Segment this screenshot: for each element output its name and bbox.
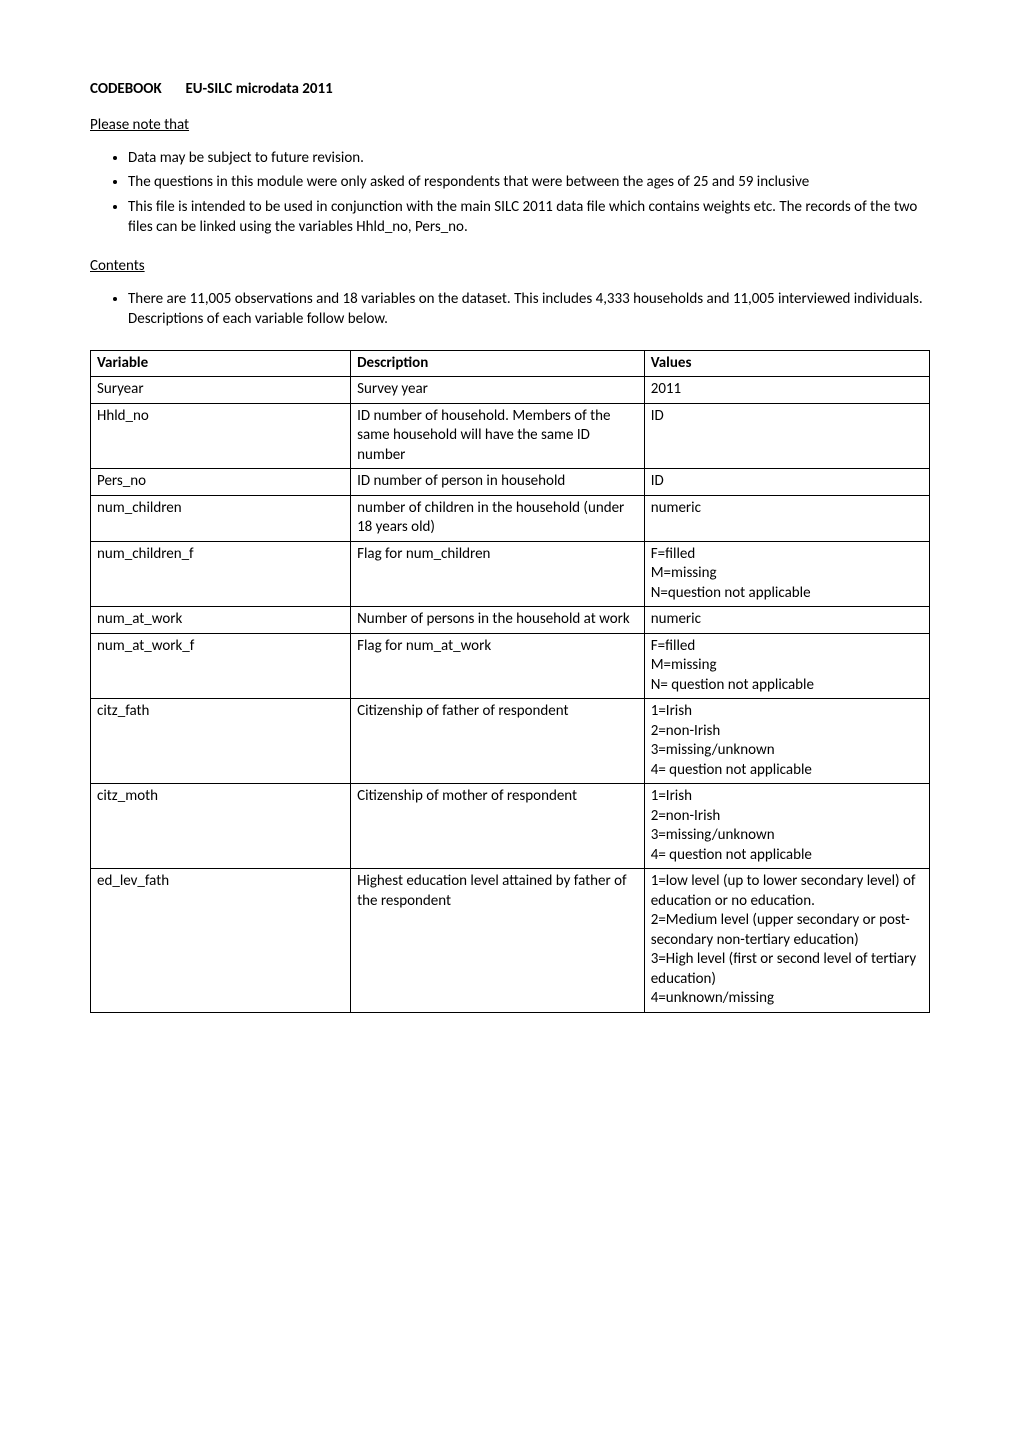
codebook-table: Variable Description Values SuryearSurve… xyxy=(90,350,930,1013)
table-row: Hhld_noID number of household. Members o… xyxy=(91,403,930,469)
cell-values: numeric xyxy=(644,495,929,541)
table-row: num_at_workNumber of persons in the hous… xyxy=(91,607,930,634)
table-header-row: Variable Description Values xyxy=(91,350,930,377)
table-row: ed_lev_fathHighest education level attai… xyxy=(91,869,930,1013)
cell-description: Citizenship of father of respondent xyxy=(351,699,645,784)
cell-variable: Pers_no xyxy=(91,469,351,496)
please-note-heading: Please note that xyxy=(90,116,930,134)
cell-values: ID xyxy=(644,469,929,496)
table-row: citz_fathCitizenship of father of respon… xyxy=(91,699,930,784)
cell-variable: num_children_f xyxy=(91,541,351,607)
cell-description: Citizenship of mother of respondent xyxy=(351,784,645,869)
cell-description: ID number of household. Members of the s… xyxy=(351,403,645,469)
cell-description: Number of persons in the household at wo… xyxy=(351,607,645,634)
cell-description: Flag for num_at_work xyxy=(351,633,645,699)
cell-values: 1=low level (up to lower secondary level… xyxy=(644,869,929,1013)
list-item: The questions in this module were only a… xyxy=(128,172,930,192)
cell-variable: citz_fath xyxy=(91,699,351,784)
cell-variable: num_children xyxy=(91,495,351,541)
col-header-variable: Variable xyxy=(91,350,351,377)
cell-description: Flag for num_children xyxy=(351,541,645,607)
cell-variable: ed_lev_fath xyxy=(91,869,351,1013)
col-header-values: Values xyxy=(644,350,929,377)
document-title: CODEBOOK EU-SILC microdata 2011 xyxy=(90,80,930,98)
cell-values: 1=Irish2=non-Irish3=missing/unknown4= qu… xyxy=(644,784,929,869)
table-row: num_childrennumber of children in the ho… xyxy=(91,495,930,541)
cell-values: 1=Irish2=non-Irish3=missing/unknown4= qu… xyxy=(644,699,929,784)
codebook-label: CODEBOOK xyxy=(90,80,162,98)
cell-values: F=filledM=missingN= question not applica… xyxy=(644,633,929,699)
cell-description: number of children in the household (und… xyxy=(351,495,645,541)
table-row: citz_mothCitizenship of mother of respon… xyxy=(91,784,930,869)
table-row: num_at_work_fFlag for num_at_workF=fille… xyxy=(91,633,930,699)
cell-description: Survey year xyxy=(351,377,645,404)
cell-description: Highest education level attained by fath… xyxy=(351,869,645,1013)
cell-description: ID number of person in household xyxy=(351,469,645,496)
cell-variable: num_at_work_f xyxy=(91,633,351,699)
list-item: This file is intended to be used in conj… xyxy=(128,197,930,238)
col-header-description: Description xyxy=(351,350,645,377)
codebook-title: EU-SILC microdata 2011 xyxy=(185,80,332,98)
cell-variable: citz_moth xyxy=(91,784,351,869)
table-row: Pers_noID number of person in householdI… xyxy=(91,469,930,496)
list-item: There are 11,005 observations and 18 var… xyxy=(128,289,930,330)
cell-values: numeric xyxy=(644,607,929,634)
cell-values: ID xyxy=(644,403,929,469)
cell-variable: Suryear xyxy=(91,377,351,404)
cell-values: F=filledM=missingN=question not applicab… xyxy=(644,541,929,607)
cell-variable: num_at_work xyxy=(91,607,351,634)
table-row: SuryearSurvey year2011 xyxy=(91,377,930,404)
table-row: num_children_fFlag for num_childrenF=fil… xyxy=(91,541,930,607)
contents-list: There are 11,005 observations and 18 var… xyxy=(90,289,930,330)
list-item: Data may be subject to future revision. xyxy=(128,148,930,168)
contents-heading: Contents xyxy=(90,257,930,275)
notes-list: Data may be subject to future revision. … xyxy=(90,148,930,237)
cell-values: 2011 xyxy=(644,377,929,404)
cell-variable: Hhld_no xyxy=(91,403,351,469)
